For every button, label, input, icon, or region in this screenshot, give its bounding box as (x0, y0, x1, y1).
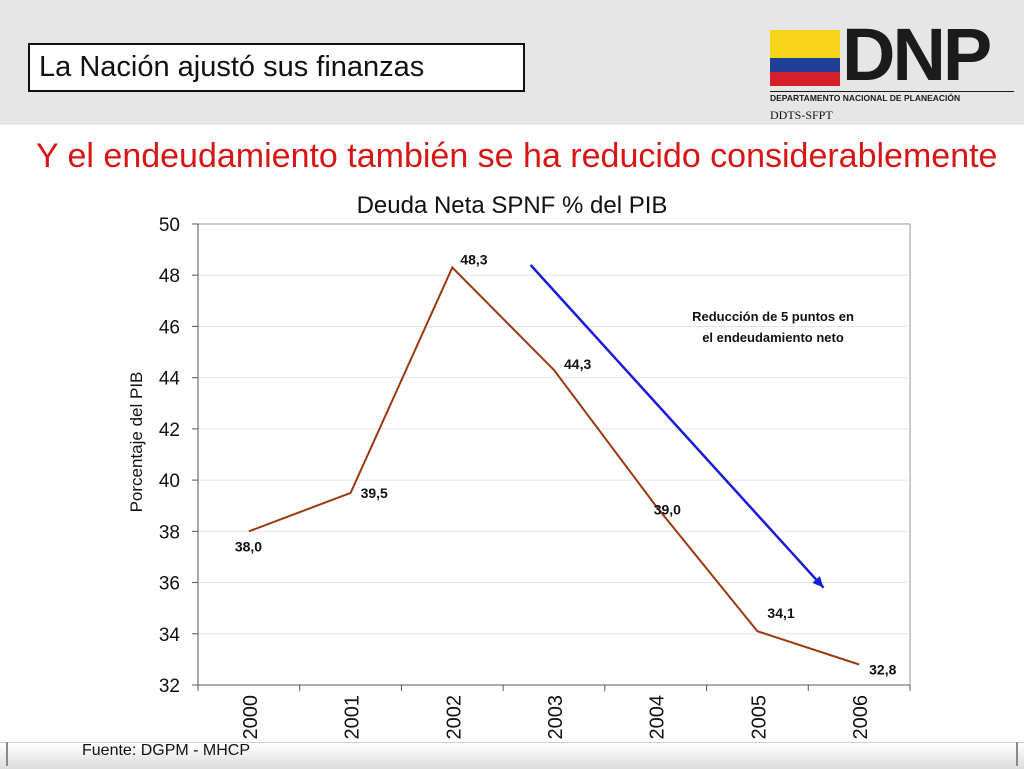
y-tick-label: 46 (159, 317, 180, 338)
data-label: 38,0 (235, 538, 262, 554)
data-label: 48,3 (460, 252, 487, 268)
source-note: Fuente: DGPM - MHCP (82, 742, 251, 759)
y-tick-label: 36 (159, 574, 180, 595)
slide-title-box: La Nación ajustó sus finanzas (28, 43, 525, 92)
annotation-text-line2: el endeudamiento neto (702, 330, 844, 345)
annotation-text-line1: Reducción de 5 puntos en (692, 309, 854, 324)
reduction-arrow (529, 264, 825, 589)
logo-subtitle: DEPARTAMENTO NACIONAL DE PLANEACIÓN (770, 91, 1014, 103)
bottom-right-bracket (1013, 742, 1018, 766)
flag-red-stripe (770, 72, 840, 86)
bottom-bar (0, 742, 1024, 769)
data-label: 44,3 (564, 356, 591, 372)
data-label: 39,0 (654, 502, 681, 518)
data-label: 32,8 (869, 662, 896, 678)
flag-blue-stripe (770, 58, 840, 72)
reduction-arrow-head (812, 576, 824, 588)
logo-word: DNP (842, 13, 992, 96)
slide-title: La Nación ajustó sus finanzas (39, 51, 425, 83)
dnp-logo: DNP DEPARTAMENTO NACIONAL DE PLANEACIÓN (770, 13, 1015, 120)
bottom-left-bracket (6, 742, 11, 766)
series-line (248, 265, 860, 666)
y-tick-label: 44 (159, 369, 181, 390)
x-tick-label: 2000 (240, 695, 262, 740)
y-tick-label: 38 (159, 522, 180, 543)
chart-title: Deuda Neta SPNF % del PIB (356, 192, 668, 219)
data-label: 39,5 (361, 485, 388, 501)
x-tick-label: 2006 (850, 695, 872, 740)
x-tick-label: 2005 (748, 695, 770, 740)
y-tick-label: 42 (159, 420, 180, 441)
x-tick-label: 2003 (545, 695, 567, 740)
plot-area (197, 223, 911, 686)
y-tick-label: 48 (159, 266, 180, 287)
flag-yellow-stripe (770, 30, 840, 58)
colombia-flag-icon (770, 30, 840, 86)
x-tick-label: 2001 (342, 695, 364, 740)
y-axis-title: Porcentaje del PIB (127, 372, 146, 513)
x-tick-label: 2002 (443, 695, 465, 740)
unit-label: DDTS-SFPT (770, 108, 833, 122)
x-tick-label: 2004 (647, 695, 669, 740)
y-tick-label: 32 (159, 676, 180, 697)
y-tick-label: 50 (159, 215, 180, 236)
y-tick-label: 34 (159, 625, 181, 646)
slide-headline: Y el endeudamiento también se ha reducid… (36, 137, 998, 175)
data-label: 34,1 (767, 605, 794, 621)
y-tick-label: 40 (159, 471, 180, 492)
